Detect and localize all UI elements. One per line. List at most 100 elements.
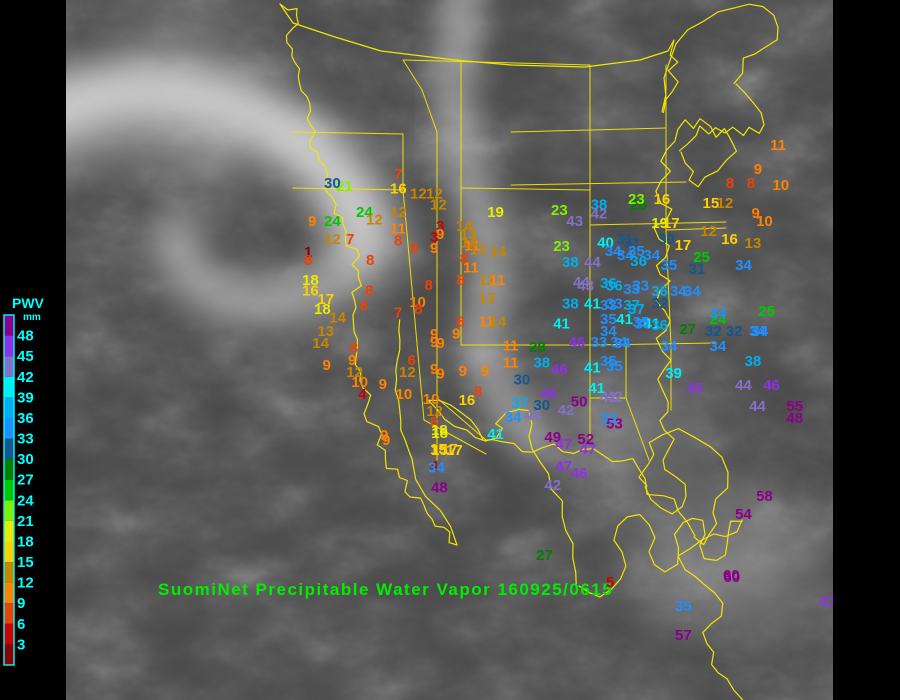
svg-text:4: 4 (358, 386, 367, 403)
svg-text:21: 21 (17, 513, 34, 530)
svg-text:8: 8 (394, 232, 402, 249)
svg-text:43: 43 (577, 278, 594, 295)
svg-text:34: 34 (605, 243, 622, 260)
svg-text:8: 8 (410, 240, 418, 257)
svg-text:36: 36 (630, 253, 647, 270)
svg-text:44: 44 (749, 398, 766, 415)
svg-text:9: 9 (459, 363, 467, 380)
svg-text:9: 9 (323, 357, 331, 374)
svg-text:9: 9 (379, 376, 387, 393)
svg-text:5: 5 (606, 574, 614, 591)
svg-text:9: 9 (430, 240, 438, 257)
svg-text:11: 11 (503, 354, 519, 371)
svg-text:9: 9 (380, 427, 388, 444)
svg-text:12: 12 (17, 575, 34, 592)
svg-text:23: 23 (551, 202, 568, 219)
svg-text:41: 41 (584, 360, 601, 377)
svg-text:12: 12 (410, 186, 427, 203)
svg-text:14: 14 (312, 335, 329, 352)
svg-text:9: 9 (452, 326, 460, 343)
svg-text:35: 35 (633, 314, 650, 331)
svg-text:10: 10 (396, 386, 413, 403)
svg-text:35: 35 (675, 598, 692, 615)
svg-text:8: 8 (747, 175, 755, 192)
svg-text:31: 31 (689, 261, 706, 278)
svg-text:34: 34 (661, 338, 678, 355)
svg-text:12: 12 (324, 231, 341, 248)
svg-text:32: 32 (651, 295, 668, 312)
svg-text:18: 18 (431, 422, 448, 439)
svg-text:48: 48 (17, 328, 34, 345)
svg-text:42: 42 (558, 402, 575, 419)
svg-text:23: 23 (553, 238, 570, 255)
svg-text:34: 34 (710, 305, 727, 322)
svg-text:11: 11 (503, 337, 519, 354)
svg-text:14: 14 (489, 243, 506, 260)
svg-text:9: 9 (481, 363, 489, 380)
svg-text:36: 36 (600, 275, 617, 292)
svg-text:17: 17 (446, 442, 463, 459)
svg-text:8: 8 (425, 277, 433, 294)
svg-text:47: 47 (555, 458, 572, 475)
svg-text:48: 48 (786, 410, 803, 427)
svg-text:45: 45 (686, 380, 703, 397)
svg-text:13: 13 (470, 242, 487, 259)
svg-text:39: 39 (665, 365, 682, 382)
svg-text:33: 33 (623, 281, 640, 298)
svg-text:41: 41 (616, 311, 633, 328)
svg-text:34: 34 (735, 257, 752, 274)
svg-text:44: 44 (735, 377, 752, 394)
svg-text:9: 9 (430, 361, 438, 378)
svg-text:14: 14 (489, 314, 506, 331)
svg-text:43: 43 (566, 213, 583, 230)
svg-text:24: 24 (17, 492, 34, 509)
svg-text:35: 35 (600, 353, 617, 370)
svg-text:35: 35 (661, 257, 678, 274)
svg-text:12: 12 (366, 212, 383, 229)
svg-text:19: 19 (487, 204, 504, 221)
svg-text:17: 17 (675, 237, 692, 254)
svg-text:47: 47 (819, 593, 833, 610)
svg-text:33: 33 (600, 410, 617, 427)
svg-text:46: 46 (763, 377, 780, 394)
svg-text:47: 47 (555, 436, 572, 453)
svg-text:8: 8 (414, 301, 422, 318)
svg-text:11: 11 (463, 260, 479, 277)
svg-text:46: 46 (569, 334, 586, 351)
svg-text:41: 41 (553, 315, 570, 332)
svg-text:12: 12 (700, 223, 717, 240)
svg-text:38: 38 (562, 296, 579, 313)
svg-text:12: 12 (430, 197, 447, 214)
svg-text:27: 27 (17, 472, 34, 489)
svg-text:15: 15 (17, 554, 34, 571)
svg-text:18: 18 (314, 301, 331, 318)
svg-text:57: 57 (675, 627, 692, 644)
svg-text:44: 44 (525, 407, 542, 424)
svg-text:7: 7 (394, 304, 402, 321)
svg-text:34: 34 (684, 283, 701, 300)
svg-text:46: 46 (571, 465, 588, 482)
svg-text:38: 38 (745, 353, 762, 370)
svg-text:58: 58 (756, 488, 773, 505)
svg-text:45: 45 (17, 348, 34, 365)
svg-text:30: 30 (514, 371, 531, 388)
svg-text:42: 42 (600, 389, 617, 406)
svg-text:9: 9 (430, 334, 438, 351)
svg-text:41: 41 (584, 296, 601, 313)
svg-text:47: 47 (580, 441, 597, 458)
svg-text:46: 46 (551, 361, 568, 378)
svg-text:34: 34 (505, 409, 522, 426)
svg-text:PWV: PWV (12, 295, 45, 311)
svg-text:17: 17 (663, 215, 680, 232)
svg-text:30: 30 (17, 451, 34, 468)
svg-text:6: 6 (17, 616, 25, 633)
svg-text:42: 42 (17, 369, 34, 386)
svg-text:12: 12 (390, 204, 407, 221)
svg-text:7: 7 (346, 231, 354, 248)
svg-text:48: 48 (431, 480, 448, 497)
svg-text:34: 34 (752, 323, 769, 340)
svg-text:24: 24 (324, 213, 341, 230)
svg-text:27: 27 (679, 321, 696, 338)
svg-text:10: 10 (756, 213, 773, 230)
svg-text:16: 16 (721, 231, 738, 248)
